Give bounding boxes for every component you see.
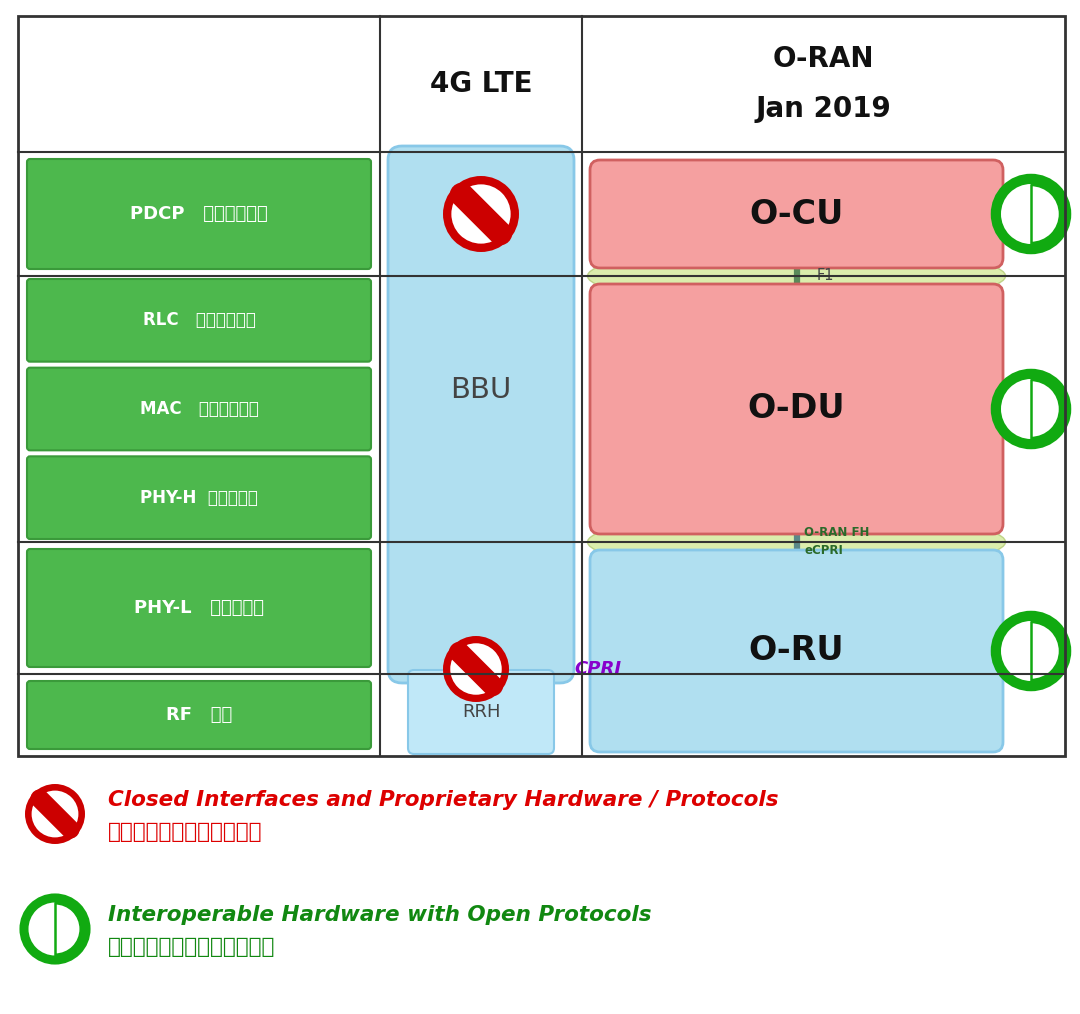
Text: BBU: BBU	[450, 375, 512, 404]
FancyBboxPatch shape	[590, 550, 1003, 752]
FancyBboxPatch shape	[590, 284, 1003, 534]
Text: RF   射频: RF 射频	[166, 706, 232, 724]
Text: 4G LTE: 4G LTE	[430, 70, 532, 98]
Text: MAC   媒体接入控制: MAC 媒体接入控制	[139, 400, 258, 418]
Text: CPRI: CPRI	[573, 660, 621, 678]
Circle shape	[451, 185, 511, 243]
Bar	[18, 16, 1065, 756]
Circle shape	[25, 784, 85, 844]
Circle shape	[31, 791, 79, 838]
FancyBboxPatch shape	[27, 681, 372, 749]
FancyBboxPatch shape	[27, 279, 372, 362]
Text: Jan 2019: Jan 2019	[756, 95, 891, 123]
Text: O-CU: O-CU	[750, 198, 843, 230]
Text: RLC   无线链路控制: RLC 无线链路控制	[143, 311, 256, 330]
Text: PHY-L   物理层下层: PHY-L 物理层下层	[134, 599, 264, 617]
FancyBboxPatch shape	[27, 456, 372, 539]
Wedge shape	[28, 902, 55, 955]
FancyBboxPatch shape	[27, 159, 372, 269]
Text: Interoperable Hardware with Open Protocols: Interoperable Hardware with Open Protoco…	[108, 906, 651, 925]
Text: O-RU: O-RU	[748, 635, 845, 667]
Circle shape	[450, 643, 502, 695]
Wedge shape	[1001, 379, 1031, 439]
FancyBboxPatch shape	[408, 670, 554, 754]
Wedge shape	[1001, 184, 1031, 244]
Text: F1: F1	[816, 269, 834, 284]
Text: O-RAN: O-RAN	[773, 45, 874, 73]
Text: PHY-H  物理层上层: PHY-H 物理层上层	[140, 489, 258, 507]
FancyBboxPatch shape	[590, 160, 1003, 268]
Ellipse shape	[588, 513, 1005, 571]
Text: 使用开放协议的可互操作硬件: 使用开放协议的可互操作硬件	[108, 937, 275, 957]
FancyBboxPatch shape	[27, 549, 372, 667]
Ellipse shape	[588, 247, 1005, 305]
Text: 封闭接口和专有硬件及协议: 封闭接口和专有硬件及协议	[108, 822, 262, 842]
Text: O-DU: O-DU	[747, 392, 846, 426]
FancyBboxPatch shape	[27, 368, 372, 450]
Text: O-RAN FH: O-RAN FH	[805, 526, 869, 539]
FancyBboxPatch shape	[388, 146, 573, 683]
Text: Closed Interfaces and Proprietary Hardware / Protocols: Closed Interfaces and Proprietary Hardwa…	[108, 790, 779, 810]
Text: PDCP   分组数据汇聚: PDCP 分组数据汇聚	[130, 205, 268, 223]
Circle shape	[443, 636, 509, 702]
Text: RRH: RRH	[462, 703, 500, 721]
Text: eCPRI: eCPRI	[805, 545, 843, 558]
Circle shape	[443, 176, 519, 252]
Wedge shape	[1001, 621, 1031, 681]
